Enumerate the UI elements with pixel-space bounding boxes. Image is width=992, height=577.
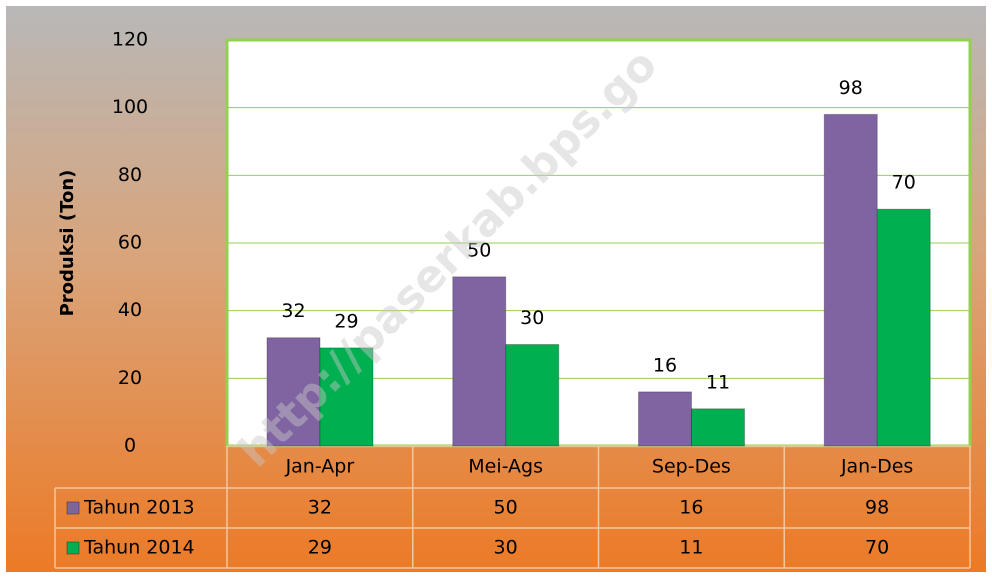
y-tick-label: 20 [118,367,142,389]
bar [319,347,374,447]
table-cell: 98 [865,497,889,519]
bar [823,113,878,447]
y-tick-label: 40 [118,299,142,321]
data-label: 30 [520,307,544,329]
bar [505,344,560,447]
y-tick-label: 60 [118,232,142,254]
x-tick-label: Jan-Apr [285,456,355,478]
y-tick-label: 120 [112,29,148,51]
x-tick-label: Jan-Des [840,456,913,478]
x-tick-label: Mei-Ags [468,456,543,478]
data-label: 98 [839,77,863,99]
data-label: 32 [281,300,305,322]
table-cell: 30 [494,537,518,559]
data-label: 29 [334,310,358,332]
data-label: 70 [892,172,916,194]
data-label: 16 [653,354,677,376]
legend-swatch [66,541,80,555]
table-cell: 16 [679,497,703,519]
bar [266,337,321,447]
legend-swatch [66,501,80,515]
table-cell: 11 [679,537,703,559]
bar [876,208,931,447]
y-tick-label: 80 [118,164,142,186]
bar [452,276,507,447]
data-label: 50 [467,239,491,261]
y-axis-title: Produksi (Ton) [57,170,78,317]
bar [638,391,692,447]
table-cell: 50 [494,497,518,519]
bar [691,408,745,447]
table-cell: 70 [865,537,889,559]
table-cell: 29 [308,537,332,559]
y-tick-label: 0 [124,435,136,457]
legend-label: Tahun 2013 [83,497,195,519]
table-cell: 32 [308,497,332,519]
y-tick-label: 100 [112,96,148,118]
x-tick-label: Sep-Des [652,456,731,478]
data-label: 11 [706,371,730,393]
legend-label: Tahun 2014 [83,537,195,559]
